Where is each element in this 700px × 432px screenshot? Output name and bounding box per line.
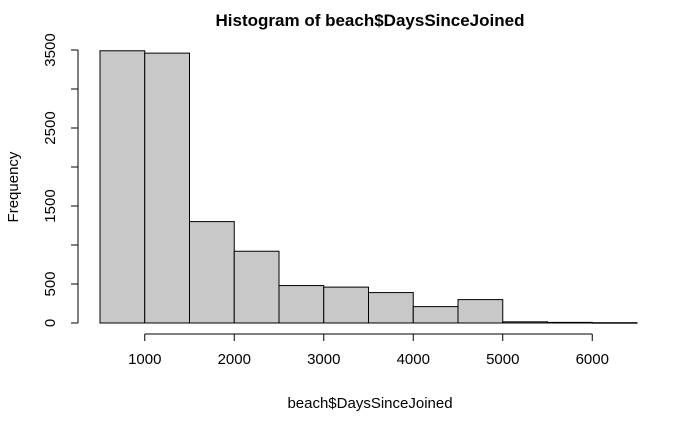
- x-tick-label: 6000: [576, 351, 609, 368]
- histogram-bar-11: [591, 322, 638, 324]
- histogram-bar-6: [368, 292, 414, 324]
- y-tick-label: 0: [42, 319, 59, 327]
- histogram-bar-7: [412, 306, 459, 324]
- x-tick-label: 4000: [397, 351, 430, 368]
- y-tick-label: 3500: [42, 33, 59, 66]
- histogram-bar-3: [233, 250, 280, 324]
- x-axis: 1000 2000 3000 4000 5000 6000: [128, 333, 609, 368]
- histogram-bar-4: [278, 285, 325, 324]
- x-tick-label: 3000: [307, 351, 340, 368]
- y-tick-label: 1500: [42, 189, 59, 222]
- histogram-bars: [99, 50, 638, 324]
- y-axis: 0 500 1500 2500 3500: [42, 33, 79, 327]
- y-axis-label: Frequency: [5, 151, 22, 222]
- histogram-bar-1: [144, 52, 190, 324]
- x-tick-label: 5000: [486, 351, 519, 368]
- y-tick-label: 2500: [42, 111, 59, 144]
- x-axis-label: beach$DaysSinceJoined: [287, 395, 452, 412]
- x-tick-label: 2000: [218, 351, 251, 368]
- chart-title: Histogram of beach$DaysSinceJoined: [216, 11, 525, 30]
- x-tick-label: 1000: [128, 351, 161, 368]
- histogram-bar-0: [99, 50, 146, 324]
- histogram-bar-8: [457, 299, 504, 324]
- histogram-bar-10: [547, 321, 593, 324]
- histogram-bar-9: [502, 321, 548, 324]
- histogram-bar-2: [189, 221, 235, 324]
- y-tick-label: 500: [42, 271, 59, 296]
- histogram-bar-5: [323, 286, 369, 324]
